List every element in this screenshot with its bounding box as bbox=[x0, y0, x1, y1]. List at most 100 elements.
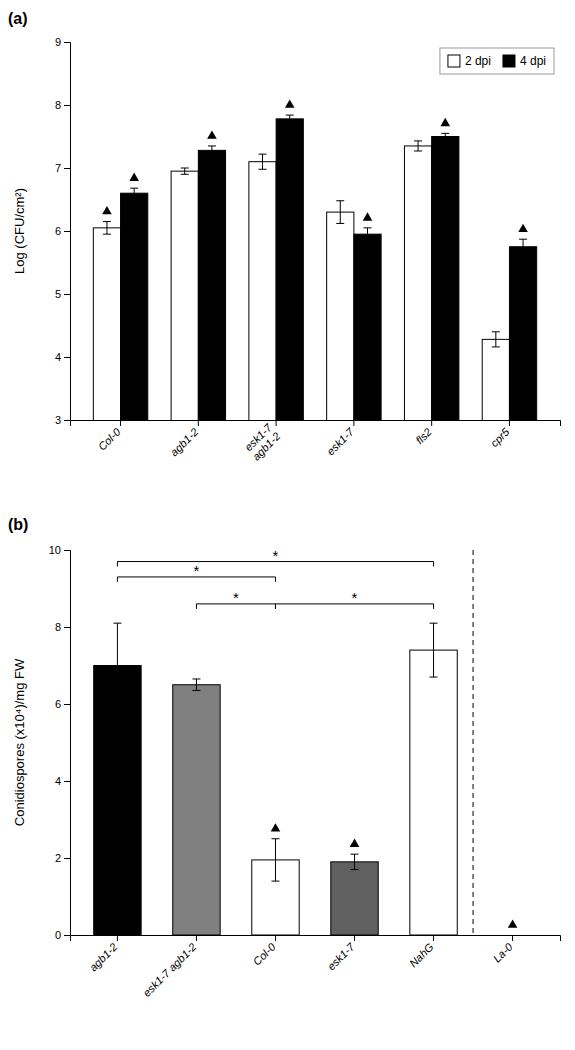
error-bar-cap bbox=[336, 223, 344, 224]
y-tick-label: 4 bbox=[55, 775, 61, 787]
bracket-label: * bbox=[233, 589, 239, 606]
x-tick-label-line: Col-0 bbox=[251, 940, 279, 968]
y-tick: 0 bbox=[55, 929, 70, 941]
bar bbox=[173, 685, 220, 935]
error-bar-cap bbox=[351, 854, 359, 855]
y-tick: 8 bbox=[55, 621, 70, 633]
y-tick-label: 7 bbox=[55, 162, 61, 174]
y-tick-mark bbox=[64, 858, 70, 859]
error-bar bbox=[192, 679, 200, 691]
bar bbox=[410, 650, 457, 935]
x-tick: esk1-7 bbox=[324, 420, 356, 457]
panel: 3456789Col-0agb1-2esk1-7 agb1-2esk1-7fls… bbox=[12, 36, 561, 609]
bracket-label: * bbox=[273, 547, 279, 564]
error-bar-cap bbox=[364, 240, 372, 241]
error-bar-cap bbox=[492, 331, 500, 332]
triangle-marker bbox=[207, 130, 217, 138]
error-bar bbox=[208, 146, 216, 155]
y-tick-label: 8 bbox=[55, 99, 61, 111]
error-bar-cap bbox=[259, 169, 267, 170]
triangle-markers bbox=[102, 100, 528, 232]
error-bar-cap bbox=[351, 869, 359, 870]
bar bbox=[198, 150, 225, 420]
error-bar-stem bbox=[289, 115, 290, 123]
x-tick-mark bbox=[275, 935, 276, 941]
error-bar bbox=[351, 854, 359, 869]
y-tick: 10 bbox=[49, 544, 70, 556]
error-bar-cap bbox=[430, 623, 438, 624]
bar bbox=[121, 193, 148, 420]
triangle-marker bbox=[508, 919, 518, 927]
error-bar-stem bbox=[523, 239, 524, 254]
x-tick-label-line: esk1-7 bbox=[324, 425, 356, 457]
y-tick-label: 3 bbox=[55, 414, 61, 426]
error-bar bbox=[113, 623, 121, 708]
error-bar-cap bbox=[519, 254, 527, 255]
y-tick-mark bbox=[64, 105, 70, 106]
bar bbox=[331, 862, 378, 935]
legend-frame bbox=[440, 48, 554, 74]
error-bar-stem bbox=[184, 168, 185, 174]
x-tick-mark bbox=[117, 935, 118, 941]
y-tick-mark bbox=[64, 627, 70, 628]
error-bar-cap bbox=[441, 133, 449, 134]
y-tick-mark bbox=[64, 294, 70, 295]
y-tick-mark bbox=[64, 781, 70, 782]
y-tick-label: 4 bbox=[55, 351, 61, 363]
error-bar-stem bbox=[340, 201, 341, 224]
bar bbox=[171, 171, 198, 420]
y-tick: 8 bbox=[55, 99, 70, 111]
error-bar-cap bbox=[492, 346, 500, 347]
error-bar bbox=[181, 168, 189, 174]
error-bar-cap bbox=[271, 838, 279, 839]
y-tick: 7 bbox=[55, 162, 70, 174]
legend-swatch bbox=[503, 55, 515, 67]
x-tick-label: esk1-7 bbox=[324, 425, 356, 457]
y-tick-mark bbox=[64, 168, 70, 169]
y-tick-mark bbox=[64, 357, 70, 358]
y-tick-label: 6 bbox=[55, 225, 61, 237]
error-bar-stem bbox=[262, 154, 263, 169]
error-bar bbox=[130, 188, 138, 198]
error-bar-cap bbox=[192, 690, 200, 691]
bar bbox=[327, 212, 354, 420]
y-tick-mark bbox=[64, 231, 70, 232]
error-bar bbox=[336, 201, 344, 224]
error-bar-cap bbox=[441, 139, 449, 140]
error-bar-cap bbox=[181, 168, 189, 169]
y-tick-label: 2 bbox=[55, 852, 61, 864]
error-bar-cap bbox=[364, 227, 372, 228]
error-bar-cap bbox=[113, 707, 121, 708]
triangle-markers bbox=[271, 823, 518, 928]
x-tick: NahG bbox=[407, 935, 436, 969]
x-tick-label-line: Col-0 bbox=[96, 425, 124, 453]
x-tick: Col-0 bbox=[251, 935, 279, 968]
x-tick-label: NahG bbox=[407, 940, 436, 969]
x-tick-label-line: esk1-7 bbox=[325, 940, 357, 972]
bar bbox=[93, 228, 120, 420]
error-bar-stem bbox=[495, 332, 496, 347]
y-axis-line bbox=[64, 43, 71, 421]
triangle-marker bbox=[363, 212, 373, 220]
x-tick-mark bbox=[431, 420, 432, 426]
error-bar-stem bbox=[445, 133, 446, 139]
legend-label: 4 dpi bbox=[520, 54, 546, 68]
bracket-label: * bbox=[194, 562, 200, 579]
error-bar-stem bbox=[367, 228, 368, 241]
panel-label: (a) bbox=[8, 10, 28, 27]
x-tick-mark bbox=[198, 420, 199, 426]
y-tick-label: 9 bbox=[55, 36, 61, 48]
bar bbox=[432, 137, 459, 421]
x-tick-label: cpr5 bbox=[488, 425, 512, 449]
error-bar-stem bbox=[196, 679, 197, 691]
y-tick: 4 bbox=[55, 775, 70, 787]
bracket-label: * bbox=[352, 589, 358, 606]
triangle-marker bbox=[518, 224, 528, 232]
x-tick-mark bbox=[512, 935, 513, 941]
y-tick-mark bbox=[64, 935, 70, 936]
error-bar-stem bbox=[354, 854, 355, 869]
y-tick: 9 bbox=[55, 36, 70, 48]
triangle-marker bbox=[271, 823, 281, 831]
x-tick-mark bbox=[196, 935, 197, 941]
y-axis-title: Conidiospores (x10⁴)/mg FW bbox=[12, 658, 27, 826]
